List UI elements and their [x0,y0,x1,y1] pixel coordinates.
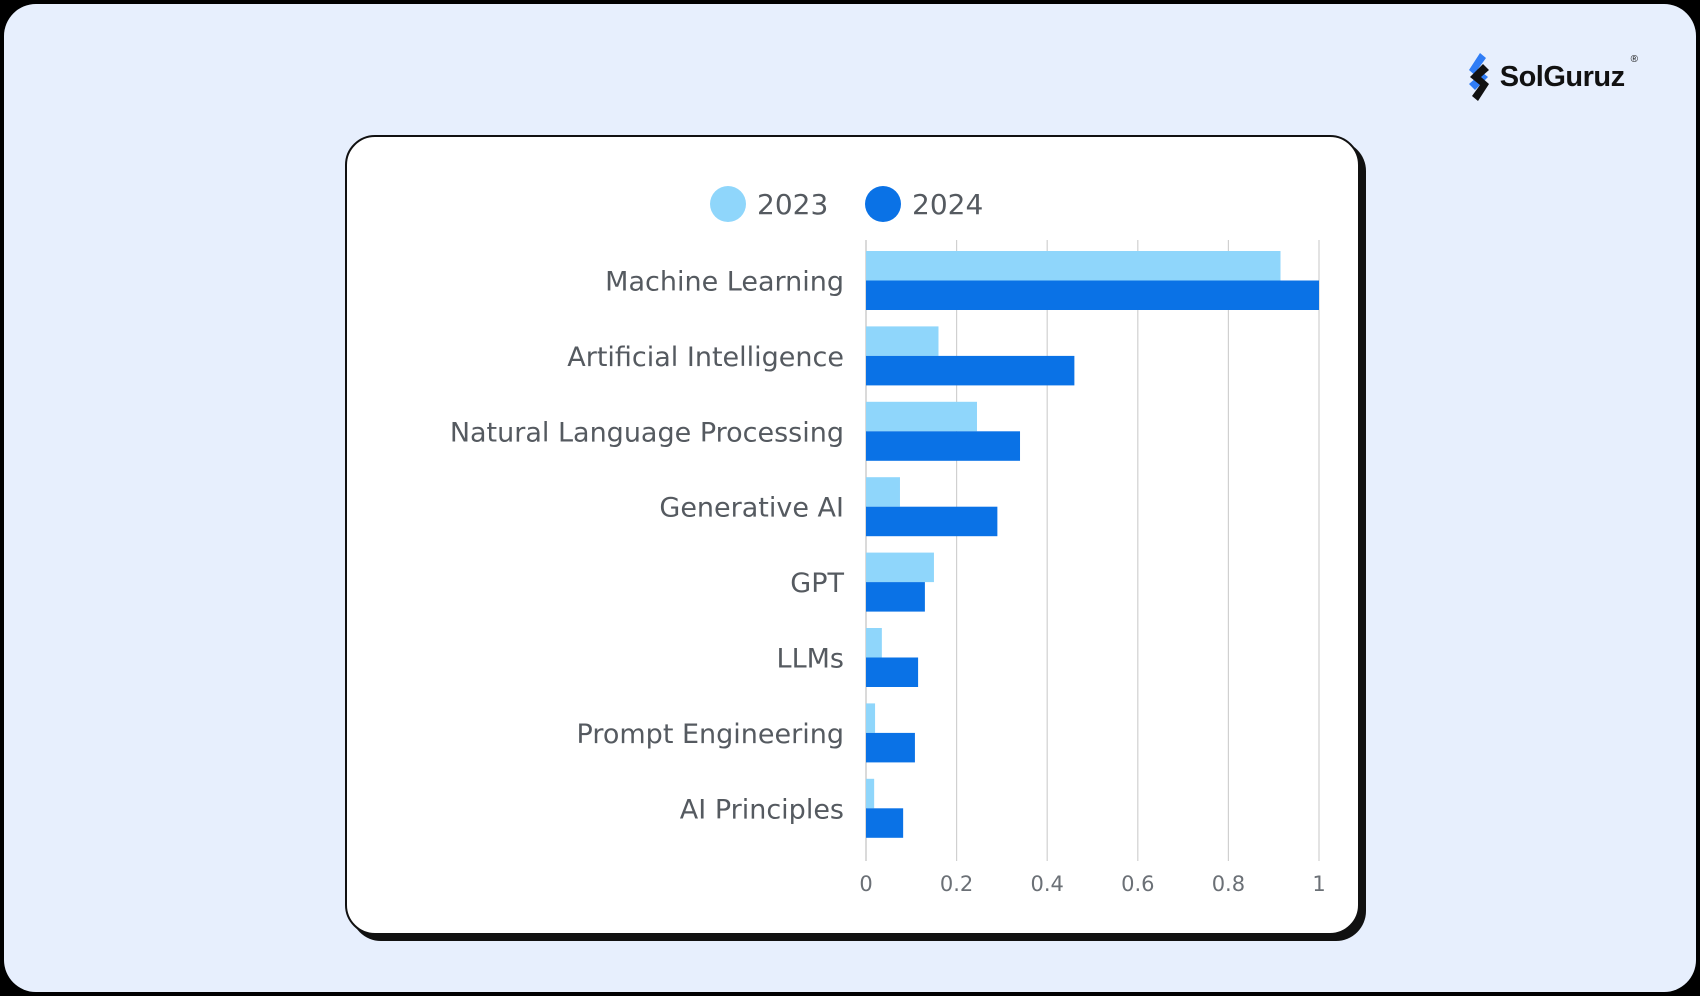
legend-swatch-2023 [710,186,746,222]
x-tick-label: 0.6 [1121,872,1154,896]
category-label: Generative AI [659,493,844,524]
x-tick-label: 0.8 [1212,872,1245,896]
category-label: Prompt Engineering [577,719,844,750]
legend-swatch-2024 [865,186,901,222]
brand-name: SolGuruz [1499,60,1625,93]
category-label: Natural Language Processing [450,417,844,448]
registered-mark: ® [1630,54,1638,65]
bar-2024-0 [866,280,1319,310]
bar-2023-0 [866,251,1281,281]
bar-2024-3 [866,506,998,537]
legend-label-2024: 2024 [912,188,983,221]
category-label: Artificial Intelligence [567,342,844,373]
bar-2024-6 [866,732,915,763]
bar-2024-7 [866,808,904,838]
category-labels: Machine Learning Artificial Intelligence N… [450,267,845,826]
category-label: Machine Learning [605,267,844,298]
page-background: SolGuruz ® Machine Learning Artificial In… [4,4,1696,992]
bar-2024-4 [866,582,925,612]
bar-2024-1 [866,355,1075,386]
bar-2023-2 [866,401,977,432]
bar-2024-5 [866,657,919,687]
x-tick-labels: 0 0.2 0.4 0.6 0.8 1 [859,872,1325,896]
bar-2023-4 [866,552,934,583]
category-label: LLMs [777,644,844,675]
category-label: GPT [790,568,844,599]
chart-card: Machine Learning Artificial Intelligence N… [345,135,1360,935]
legend-label-2023: 2023 [757,188,828,221]
legend: 2023 2024 [710,186,983,222]
bar-2023-6 [866,703,876,733]
x-tick-label: 0.4 [1030,872,1063,896]
bar-2023-7 [866,778,875,809]
x-tick-label: 0 [859,872,872,896]
bar-2023-5 [866,628,882,658]
solguruz-logo-icon [1468,53,1489,101]
bar-2023-1 [866,326,939,356]
bars [866,251,1319,838]
bar-chart: Machine Learning Artificial Intelligence N… [450,186,1326,896]
bar-2024-2 [866,431,1021,461]
x-tick-label: 0.2 [940,872,973,896]
x-tick-label: 1 [1312,872,1325,896]
bar-2023-3 [866,477,900,507]
brand-logo[interactable]: SolGuruz ® [1464,50,1638,104]
category-label: AI Principles [680,794,844,825]
